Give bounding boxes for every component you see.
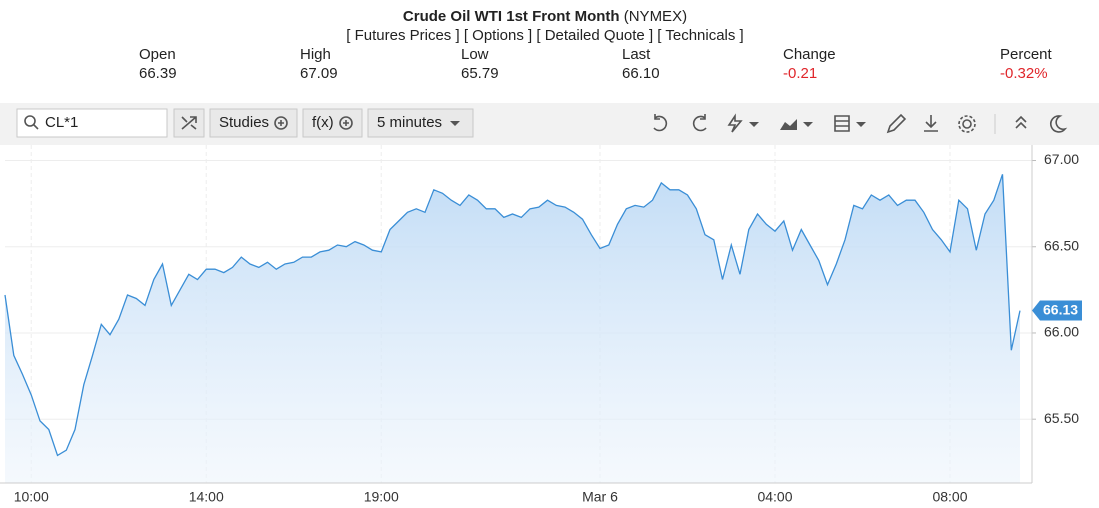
price-line [4,174,1021,457]
x-tick-label: 14:00 [189,489,224,505]
interval-text: 5 minutes [377,114,442,131]
title-name: Crude Oil WTI 1st Front Month [403,8,620,25]
toolbar-icons [653,113,1068,134]
title: Crude Oil WTI 1st Front Month (NYMEX) [403,8,687,25]
download-icon[interactable] [924,115,938,132]
quote-value: 65.79 [461,65,499,82]
redo-icon[interactable] [692,114,707,132]
quote-label: Last [622,46,651,63]
quote-value: -0.32% [1000,65,1048,82]
last-price-label: 66.13 [1043,301,1078,317]
quote-label: Open [139,46,176,63]
links: [ Futures Prices ] [ Options ] [ Detaile… [346,27,743,44]
quote: Open 66.39 High 67.09 Low 65.79 Last 66.10 Chang… [139,46,1053,82]
plus-icon [339,116,353,130]
plus-icon [343,120,349,126]
chart-type-icon[interactable] [780,119,797,130]
settings-icon[interactable] [962,119,972,129]
x-tick-label: 04:00 [757,489,792,505]
header-link[interactable]: [ Detailed Quote ] [536,27,653,44]
layout-icon[interactable] [834,115,850,132]
dropdown-arrow [856,122,866,127]
x-tick-label: 19:00 [364,489,399,505]
search-icon [33,124,39,130]
symbol-text: CL*1 [45,114,78,131]
dropdown-arrow [749,122,759,127]
header-link[interactable]: [ Futures Prices ] [346,27,459,44]
undo-icon[interactable] [653,114,668,132]
collapse-icon[interactable] [1015,115,1027,129]
theme-icon[interactable] [1050,115,1068,133]
quote-label: High [300,46,331,63]
y-tick-label: 67.00 [1044,151,1079,167]
quote-value: -0.21 [783,65,817,82]
dropdown-arrow [450,121,460,126]
quote-value: 66.10 [622,65,660,82]
exchange: (NYMEX) [624,8,687,25]
symbol-input[interactable] [16,108,168,138]
plus-icon [274,116,288,130]
quote-label: Low [461,46,489,63]
x-tick-label: 10:00 [14,489,49,505]
y-tick-label: 66.00 [1044,324,1079,340]
quote-value: 67.09 [300,65,338,82]
draw-icon[interactable] [886,113,907,134]
header-link[interactable]: [ Technicals ] [657,27,743,44]
functions-text: f(x) [312,114,334,131]
events-icon[interactable] [727,113,743,133]
quote-value: 66.39 [139,65,177,82]
plus-icon [278,120,284,126]
studies-text: Studies [219,114,269,131]
area [5,174,1020,484]
quote-label: Change [783,46,836,63]
quote-label: Percent [1000,46,1053,63]
header-link[interactable]: [ Options ] [464,27,532,44]
dropdown-arrow [803,122,813,127]
search-icon [24,115,36,127]
y-tick-label: 65.50 [1044,410,1079,426]
x-tick-label: 08:00 [932,489,967,505]
settings-icon [958,115,976,133]
compare-icon [181,116,197,130]
y-tick-label: 66.50 [1044,237,1079,253]
x-tick-label: Mar 6 [582,489,618,505]
plot: 65.50 66.00 66.50 67.00 10:00 14:00 19:00 Mar 6… [0,145,1082,505]
last-price-tag [1032,300,1082,321]
header: Crude Oil WTI 1st Front Month (NYMEX) [ … [346,8,743,44]
